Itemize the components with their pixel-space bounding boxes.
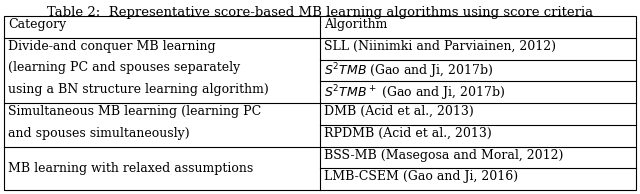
Text: MB learning with relaxed assumptions: MB learning with relaxed assumptions <box>8 162 253 175</box>
Text: RPDMB (Acid et al., 2013): RPDMB (Acid et al., 2013) <box>324 127 492 140</box>
Text: Divide-and conquer MB learning: Divide-and conquer MB learning <box>8 40 216 53</box>
Text: DMB (Acid et al., 2013): DMB (Acid et al., 2013) <box>324 105 474 118</box>
Text: using a BN structure learning algorithm): using a BN structure learning algorithm) <box>8 83 269 96</box>
Text: Table 2:  Representative score-based MB learning algorithms using score criteria: Table 2: Representative score-based MB l… <box>47 6 593 19</box>
Text: (learning PC and spouses separately: (learning PC and spouses separately <box>8 61 240 74</box>
Text: BSS-MB (Masegosa and Moral, 2012): BSS-MB (Masegosa and Moral, 2012) <box>324 148 563 161</box>
Text: SLL (Niinimki and Parviainen, 2012): SLL (Niinimki and Parviainen, 2012) <box>324 40 556 53</box>
Text: $S^2TMB^+$ (Gao and Ji, 2017b): $S^2TMB^+$ (Gao and Ji, 2017b) <box>324 83 506 103</box>
Text: Algorithm: Algorithm <box>324 18 387 31</box>
Text: $S^2TMB$ (Gao and Ji, 2017b): $S^2TMB$ (Gao and Ji, 2017b) <box>324 61 493 81</box>
Text: Category: Category <box>8 18 67 31</box>
Text: Simultaneous MB learning (learning PC: Simultaneous MB learning (learning PC <box>8 105 261 118</box>
Text: and spouses simultaneously): and spouses simultaneously) <box>8 127 189 140</box>
Bar <box>4 16 636 190</box>
Text: LMB-CSEM (Gao and Ji, 2016): LMB-CSEM (Gao and Ji, 2016) <box>324 170 518 183</box>
